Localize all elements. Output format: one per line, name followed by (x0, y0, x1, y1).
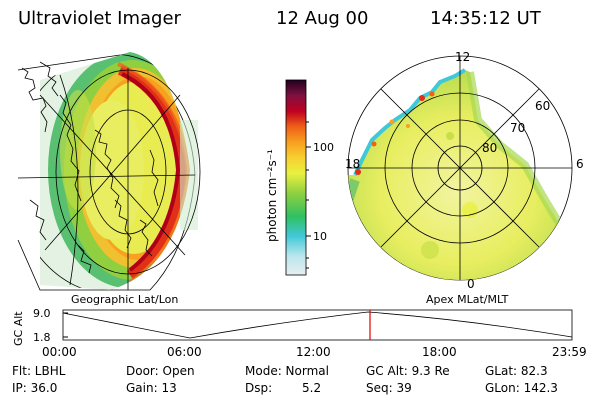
colorbar-label-100: 100 (313, 141, 334, 154)
mlat-label-60: 60 (535, 99, 550, 113)
info-glat: GLat: 82.3 (485, 364, 548, 378)
info-dsp-value: 5.2 (302, 381, 322, 395)
info-seq: Seq: 39 (366, 381, 412, 395)
colorbar-unit: photon cm⁻²s⁻¹ (265, 149, 279, 242)
xtick-1800: 18:00 (422, 345, 457, 359)
colorbar: 100 10 photon cm⁻²s⁻¹ (265, 79, 334, 276)
xtick-2359: 23:59 (552, 345, 587, 359)
title: Ultraviolet Imager (18, 8, 181, 29)
altitude-frame (62, 309, 573, 341)
mlt-label-0: 0 (467, 277, 475, 291)
info-mode: Mode: Normal (245, 364, 329, 378)
info-flt: Flt: LBHL (12, 364, 66, 378)
date: 12 Aug 00 (276, 8, 369, 29)
mlt-label-18: 18 (345, 157, 360, 171)
info-ip: IP: 36.0 (12, 381, 58, 395)
left-panel-label: Geographic Lat/Lon (71, 293, 178, 306)
colorbar-label-10: 10 (313, 230, 327, 243)
xtick-0000: 00:00 (42, 345, 77, 359)
info-dsp-label: Dsp: (245, 381, 273, 395)
coastlines (21, 61, 159, 274)
altitude-ylabel: GC Alt (12, 311, 25, 346)
xtick-0600: 06:00 (167, 345, 202, 359)
xtick-1200: 12:00 (296, 345, 331, 359)
geographic-image (17, 52, 201, 291)
mlat-label-70: 70 (510, 121, 525, 135)
mlat-label-80: 80 (482, 141, 497, 155)
altitude-xticks: 00:00 06:00 12:00 18:00 23:59 (42, 345, 587, 359)
colorbar-gradient (285, 79, 307, 276)
polar-image: 12 18 6 0 60 70 80 (345, 50, 584, 291)
polar-grid (348, 56, 572, 280)
ytick-9: 9.0 (33, 307, 51, 320)
mlt-label-12: 12 (455, 50, 470, 64)
info-gain: Gain: 13 (126, 381, 177, 395)
info-door: Door: Open (126, 364, 195, 378)
right-panel-label: Apex MLat/MLT (426, 293, 509, 306)
altitude-curve (62, 311, 573, 339)
info-gcalt: GC Alt: 9.3 Re (366, 364, 450, 378)
ytick-1.8: 1.8 (33, 331, 51, 344)
altitude-plot: 9.0 1.8 GC Alt 00:00 06:00 12:00 18:00 2… (12, 307, 587, 359)
mlt-label-6: 6 (576, 157, 584, 171)
info-glon: GLon: 142.3 (485, 381, 558, 395)
time: 14:35:12 UT (430, 8, 541, 29)
